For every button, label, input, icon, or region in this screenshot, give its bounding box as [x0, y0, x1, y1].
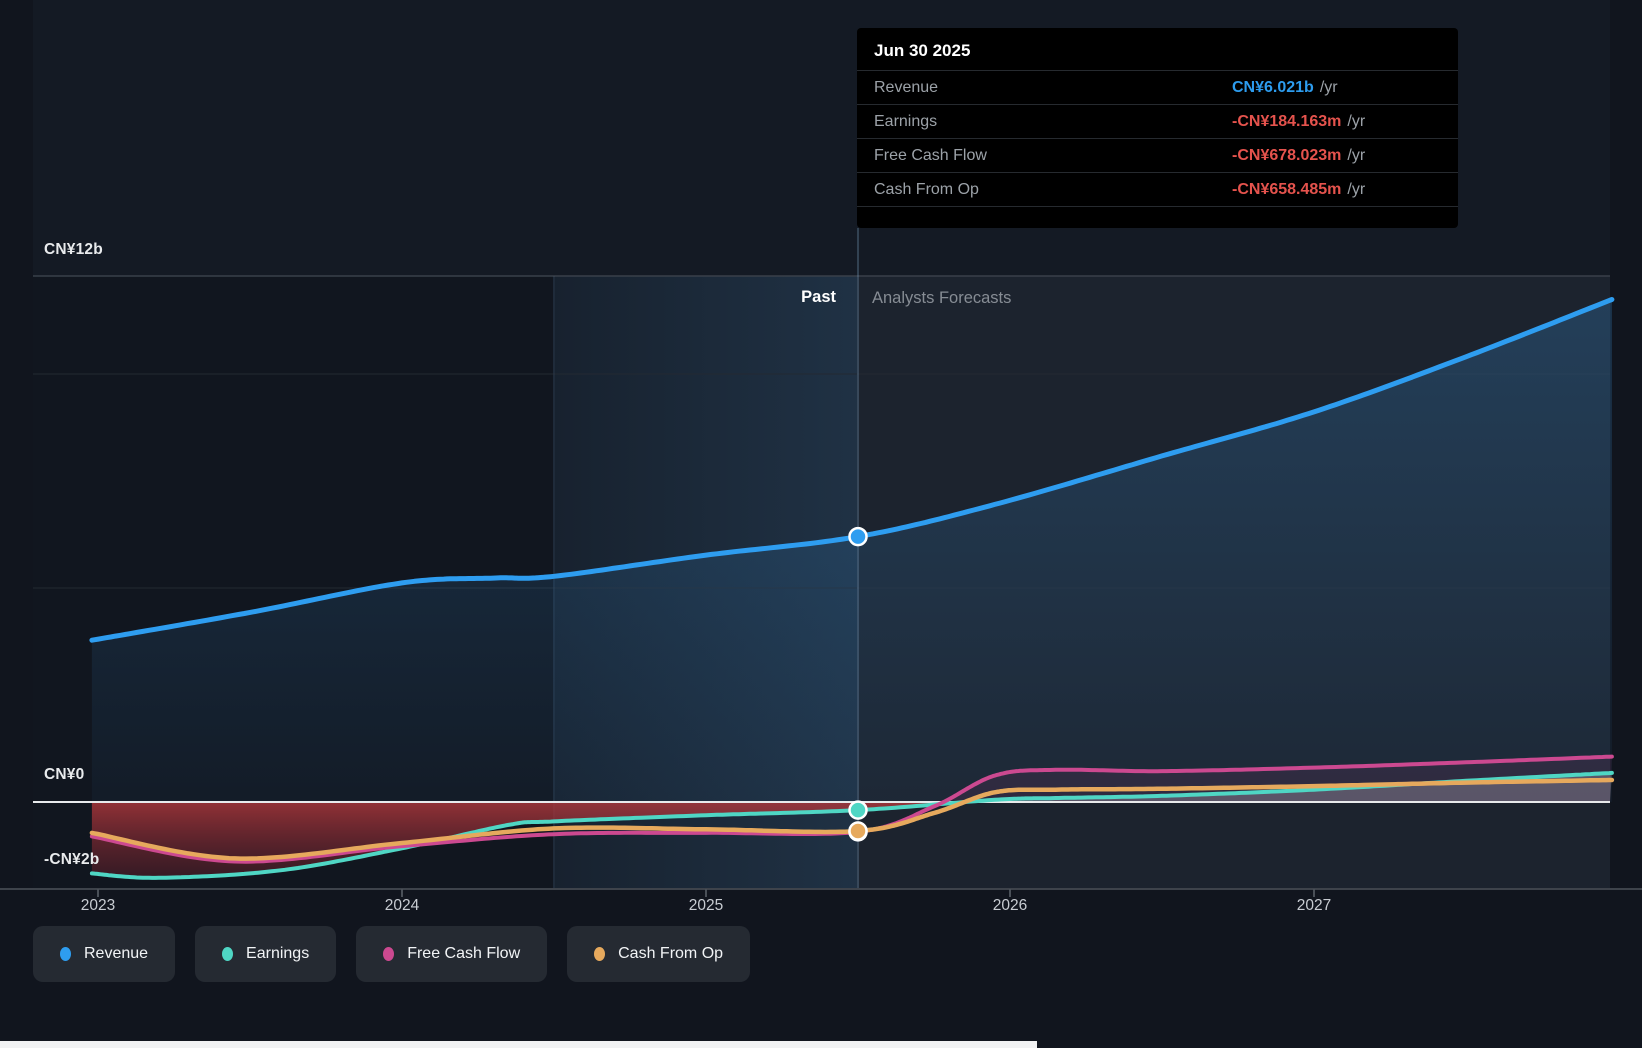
tooltip-suffix: /yr [1319, 78, 1338, 96]
x-tick-2023: 2023 [80, 897, 116, 914]
legend-item-revenue[interactable]: Revenue [33, 926, 176, 982]
tooltip-value: CN¥6.021b [1232, 78, 1314, 96]
tooltip-label: Free Cash Flow [874, 146, 987, 164]
legend-label: Cash From Op [618, 945, 724, 962]
tooltip-label: Earnings [874, 112, 938, 130]
y-axis-label-zero: CN¥0 [44, 766, 85, 783]
legend-label: Earnings [246, 945, 310, 962]
tooltip-row-earnings: Earnings -CN¥184.163m /yr [857, 105, 1458, 139]
tooltip-suffix: /yr [1347, 112, 1366, 130]
legend-item-cash-from-op[interactable]: Cash From Op [567, 926, 751, 982]
tooltip-value: -CN¥678.023m [1232, 146, 1342, 164]
x-tick-2025: 2025 [688, 897, 724, 914]
legend-item-free-cash-flow[interactable]: Free Cash Flow [356, 926, 548, 982]
y-axis-label-12b: CN¥12b [44, 241, 103, 258]
x-tick-2027: 2027 [1296, 897, 1332, 914]
x-tick-2024: 2024 [384, 897, 420, 914]
tooltip-value: -CN¥658.485m [1232, 180, 1342, 198]
tooltip-label: Revenue [874, 78, 939, 96]
bottom-scrollbar[interactable] [0, 1041, 1037, 1048]
tooltip-row-free-cash-flow: Free Cash Flow -CN¥678.023m /yr [857, 139, 1458, 173]
cash-from-op-color-dot-icon [594, 947, 606, 961]
earnings-color-dot-icon [222, 947, 234, 961]
legend-label: Free Cash Flow [407, 945, 521, 962]
tooltip-label: Cash From Op [874, 180, 979, 198]
tooltip-value: -CN¥184.163m [1232, 112, 1342, 130]
tooltip-row-revenue: Revenue CN¥6.021b /yr [857, 71, 1458, 105]
y-axis-label-neg2b: -CN¥2b [44, 851, 100, 868]
past-label: Past [801, 288, 836, 306]
x-tick-2026: 2026 [992, 897, 1028, 914]
tooltip-date: Jun 30 2025 [857, 28, 1458, 71]
tooltip-row-cash-from-op: Cash From Op -CN¥658.485m /yr [857, 173, 1458, 207]
free-cash-flow-color-dot-icon [383, 947, 395, 961]
revenue-color-dot-icon [60, 947, 71, 961]
legend-item-earnings[interactable]: Earnings [195, 926, 337, 982]
hover-tooltip: Jun 30 2025 Revenue CN¥6.021b /yr Earnin… [857, 28, 1458, 228]
legend-label: Revenue [84, 945, 149, 962]
analysts-forecasts-label: Analysts Forecasts [872, 289, 1012, 307]
tooltip-suffix: /yr [1347, 180, 1366, 198]
chart-legend: Revenue Earnings Free Cash Flow Cash Fro… [33, 926, 751, 982]
tooltip-suffix: /yr [1347, 146, 1366, 164]
